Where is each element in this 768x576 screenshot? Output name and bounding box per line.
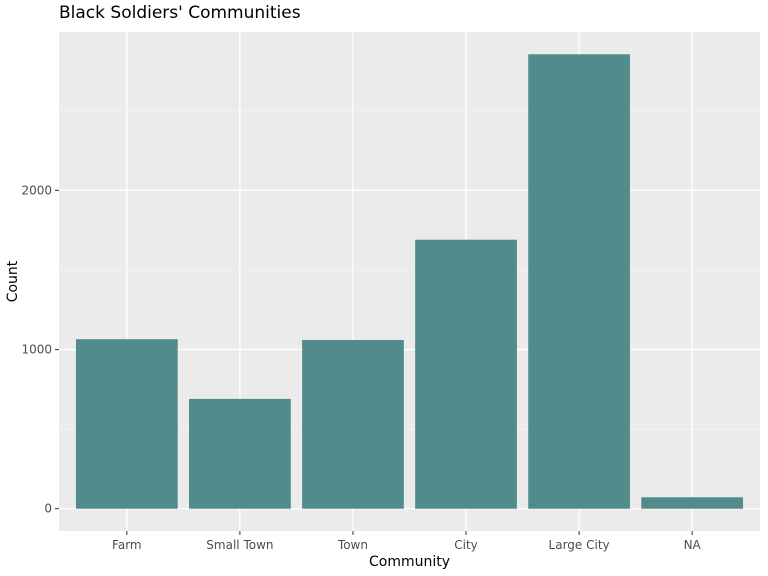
- bar-city: [415, 239, 517, 509]
- x-tick-label: Town: [337, 538, 368, 552]
- x-tick-label: Small Town: [206, 538, 273, 552]
- x-axis: Farm Small Town Town City Large City NA: [112, 531, 702, 552]
- y-tick-label: 0: [44, 502, 52, 516]
- x-tick-label: NA: [684, 538, 702, 552]
- x-axis-title: Community: [369, 554, 450, 570]
- y-axis: 0 1000 2000: [21, 183, 59, 516]
- x-tick-label: Farm: [112, 538, 142, 552]
- x-tick-label: Large City: [549, 538, 610, 552]
- bar-large-city: [528, 54, 630, 509]
- bar-town: [302, 339, 404, 509]
- bars: [75, 54, 744, 509]
- bar-na: [641, 497, 744, 509]
- bar-farm: [75, 339, 178, 509]
- y-axis-title: Count: [5, 260, 21, 302]
- y-tick-label: 2000: [21, 183, 52, 197]
- x-tick-label: City: [454, 538, 478, 552]
- bar-small-town: [189, 398, 291, 509]
- y-tick-label: 1000: [21, 343, 52, 357]
- chart-title: Black Soldiers' Communities: [59, 3, 301, 23]
